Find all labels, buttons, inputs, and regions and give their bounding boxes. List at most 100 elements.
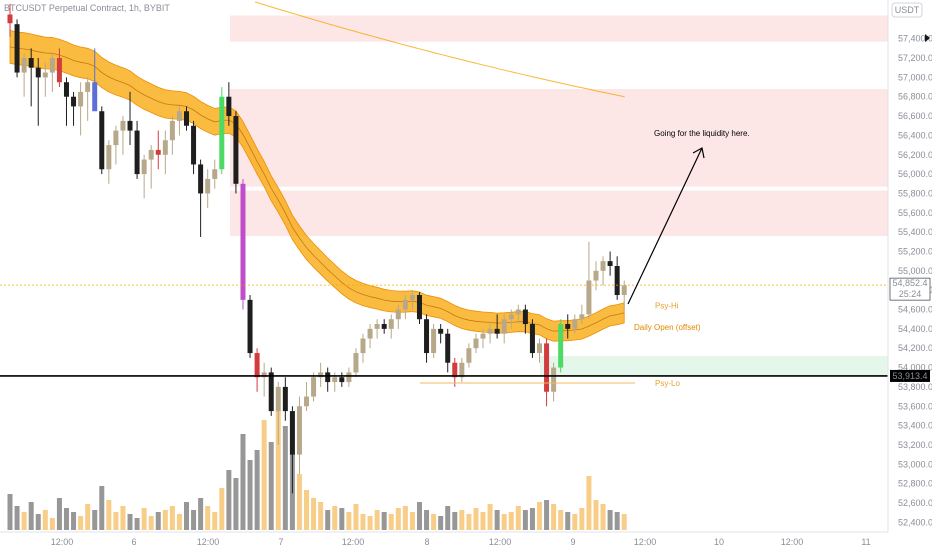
currency-button[interactable]: USDT bbox=[891, 2, 923, 18]
candle bbox=[416, 292, 422, 325]
price-tick-label: 53,000.0 bbox=[898, 459, 932, 469]
volume-bar bbox=[466, 514, 472, 530]
volume-bar bbox=[28, 502, 34, 530]
volume-bar bbox=[134, 518, 140, 530]
price-tick-label: 54,000.0 bbox=[898, 363, 932, 373]
volume-bar bbox=[311, 498, 317, 530]
price-tick-label: 54,400.0 bbox=[898, 324, 932, 334]
candle bbox=[56, 48, 62, 88]
candle bbox=[85, 77, 91, 121]
volume-bar bbox=[374, 510, 380, 530]
time-tick-label: 12:00 bbox=[342, 537, 365, 547]
candle bbox=[49, 53, 55, 92]
volume-bar bbox=[558, 510, 564, 530]
time-tick-label: 12:00 bbox=[197, 537, 220, 547]
candle bbox=[565, 314, 571, 339]
candle bbox=[529, 319, 535, 358]
candle-body bbox=[169, 120, 175, 141]
volume-bar bbox=[487, 504, 493, 530]
candle-body bbox=[318, 372, 324, 378]
candle-body bbox=[438, 328, 444, 334]
time-tick-label: 7 bbox=[278, 537, 283, 547]
volume-bar bbox=[325, 510, 331, 530]
candle-body bbox=[78, 91, 84, 107]
candle bbox=[600, 256, 606, 286]
candle bbox=[148, 145, 154, 189]
volume-bar bbox=[332, 506, 338, 530]
volume-bar bbox=[219, 488, 225, 530]
candle bbox=[289, 406, 295, 494]
candle-body bbox=[148, 149, 154, 160]
price-tick-label: 52,400.0 bbox=[898, 517, 932, 527]
volume-bar bbox=[565, 512, 571, 530]
candle-body bbox=[459, 362, 465, 378]
candle-body bbox=[381, 324, 387, 329]
candle-body bbox=[600, 261, 606, 271]
ema-band-cloud bbox=[9, 29, 625, 342]
candle-body bbox=[120, 120, 126, 131]
price-tick-label: 55,800.0 bbox=[898, 188, 932, 198]
volume-bar bbox=[459, 510, 465, 530]
currency-button-label: USDT bbox=[895, 5, 920, 15]
candle-body bbox=[296, 406, 302, 455]
time-axis[interactable] bbox=[0, 532, 888, 550]
volume-bar bbox=[388, 514, 394, 530]
liquidity-note[interactable]: Going for the liquidity here. bbox=[654, 129, 750, 138]
candle-body bbox=[14, 24, 20, 73]
price-axis[interactable] bbox=[888, 0, 932, 532]
volume-bar bbox=[176, 514, 182, 530]
candle-body bbox=[593, 270, 599, 281]
hline-price-label: 53,913.4 bbox=[890, 369, 930, 382]
candle-body bbox=[508, 314, 514, 320]
candle-body bbox=[558, 324, 564, 368]
volume-bar bbox=[233, 478, 239, 530]
candle bbox=[522, 304, 528, 334]
candle bbox=[311, 372, 317, 402]
candle-body bbox=[332, 377, 338, 383]
candle-body bbox=[367, 328, 373, 339]
zone-demand-3 bbox=[540, 355, 888, 377]
volume-bar bbox=[247, 460, 253, 530]
candle bbox=[515, 304, 521, 325]
candle bbox=[508, 309, 514, 329]
volume-bar bbox=[198, 498, 204, 530]
candle bbox=[42, 62, 48, 97]
candle bbox=[198, 159, 204, 237]
candle bbox=[92, 48, 98, 112]
volume-bar bbox=[113, 512, 119, 530]
candle bbox=[579, 304, 585, 325]
candle bbox=[106, 140, 112, 184]
candle-body bbox=[360, 338, 366, 354]
candle-body bbox=[572, 319, 578, 329]
time-tick-label: 9 bbox=[570, 537, 575, 547]
candle-body bbox=[515, 309, 521, 315]
volume-bar bbox=[282, 426, 288, 530]
candle-body bbox=[191, 125, 197, 165]
candle bbox=[459, 357, 465, 383]
daily-open-label: Daily Open (offset) bbox=[634, 323, 701, 332]
candle bbox=[127, 91, 133, 146]
volume-bar bbox=[120, 506, 126, 530]
volume-bar bbox=[21, 512, 27, 530]
time-tick-label: 12:00 bbox=[51, 537, 74, 547]
volume-bar bbox=[586, 476, 592, 530]
volume-bar bbox=[63, 508, 69, 530]
time-tick-label: 12:00 bbox=[489, 537, 512, 547]
caret-right-icon[interactable] bbox=[925, 34, 930, 42]
volume-bar bbox=[621, 514, 627, 530]
candle-body bbox=[544, 343, 550, 392]
volume-bar bbox=[42, 510, 48, 530]
candle-body bbox=[614, 266, 620, 296]
price-tick-label: 56,000.0 bbox=[898, 169, 932, 179]
candle bbox=[176, 106, 182, 136]
price-tick-label: 57,000.0 bbox=[898, 72, 932, 82]
candle bbox=[487, 324, 493, 344]
prediction-arrow[interactable] bbox=[627, 147, 705, 305]
candle-body bbox=[607, 261, 613, 266]
candle bbox=[162, 130, 168, 175]
volume-bar bbox=[409, 512, 415, 530]
time-tick-label: 12:00 bbox=[634, 537, 657, 547]
price-tick-label: 52,800.0 bbox=[898, 479, 932, 489]
candle bbox=[318, 362, 324, 387]
